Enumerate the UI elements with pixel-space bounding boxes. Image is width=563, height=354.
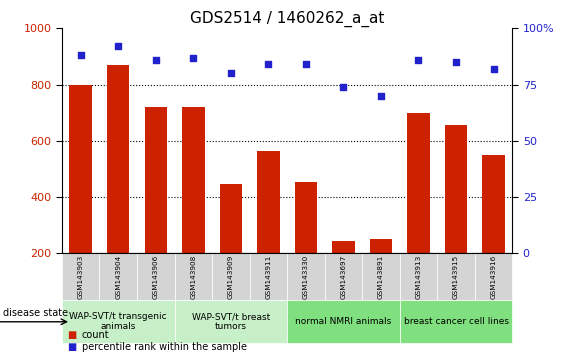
Bar (62, 253, 100, 300)
Bar (62, 300, 175, 343)
Bar (69, 85, 92, 310)
Bar (287, 253, 325, 300)
Bar (145, 107, 167, 310)
Bar (175, 253, 212, 300)
Text: GSM143906: GSM143906 (153, 255, 159, 299)
Bar (370, 239, 392, 310)
Bar (400, 253, 437, 300)
Bar (437, 253, 475, 300)
Point (189, 55, 198, 61)
Point (452, 59, 461, 65)
Text: normal NMRI animals: normal NMRI animals (296, 317, 391, 326)
Text: percentile rank within the sample: percentile rank within the sample (82, 342, 247, 352)
Bar (294, 182, 317, 310)
Text: breast cancer cell lines: breast cancer cell lines (404, 317, 508, 326)
Point (339, 84, 348, 90)
Title: GDS2514 / 1460262_a_at: GDS2514 / 1460262_a_at (190, 11, 385, 27)
Bar (100, 253, 137, 300)
Text: ■: ■ (68, 342, 77, 352)
Text: ■: ■ (68, 330, 77, 339)
Point (301, 62, 310, 67)
Bar (332, 241, 355, 310)
Point (414, 57, 423, 63)
Bar (220, 184, 242, 310)
Point (264, 62, 273, 67)
Text: GSM143904: GSM143904 (115, 255, 121, 299)
Bar (362, 253, 400, 300)
Bar (107, 65, 129, 310)
Point (226, 70, 235, 76)
Bar (182, 107, 204, 310)
Bar (400, 300, 512, 343)
Text: disease state: disease state (3, 308, 68, 318)
Bar (325, 253, 362, 300)
Point (76, 52, 85, 58)
Text: GSM143911: GSM143911 (265, 255, 271, 299)
Bar (249, 253, 287, 300)
Point (377, 93, 386, 99)
Text: GSM143330: GSM143330 (303, 255, 309, 299)
Bar (175, 300, 287, 343)
Text: GSM143908: GSM143908 (190, 255, 196, 299)
Bar (137, 253, 175, 300)
Text: GSM143915: GSM143915 (453, 255, 459, 299)
Bar (257, 151, 280, 310)
Text: GSM143909: GSM143909 (228, 255, 234, 299)
Text: WAP-SVT/t breast
tumors: WAP-SVT/t breast tumors (192, 312, 270, 331)
Text: GSM143891: GSM143891 (378, 255, 384, 299)
Text: GSM143913: GSM143913 (415, 255, 422, 299)
Bar (475, 253, 512, 300)
Text: GSM143697: GSM143697 (341, 255, 346, 299)
Bar (482, 155, 505, 310)
Text: count: count (82, 330, 109, 339)
Text: GSM143916: GSM143916 (490, 255, 497, 299)
Point (489, 66, 498, 72)
Bar (287, 300, 400, 343)
Point (114, 44, 123, 49)
Bar (445, 125, 467, 310)
Bar (212, 253, 249, 300)
Point (151, 57, 160, 63)
Bar (407, 113, 430, 310)
Text: GSM143903: GSM143903 (78, 255, 84, 299)
Text: WAP-SVT/t transgenic
animals: WAP-SVT/t transgenic animals (69, 312, 167, 331)
